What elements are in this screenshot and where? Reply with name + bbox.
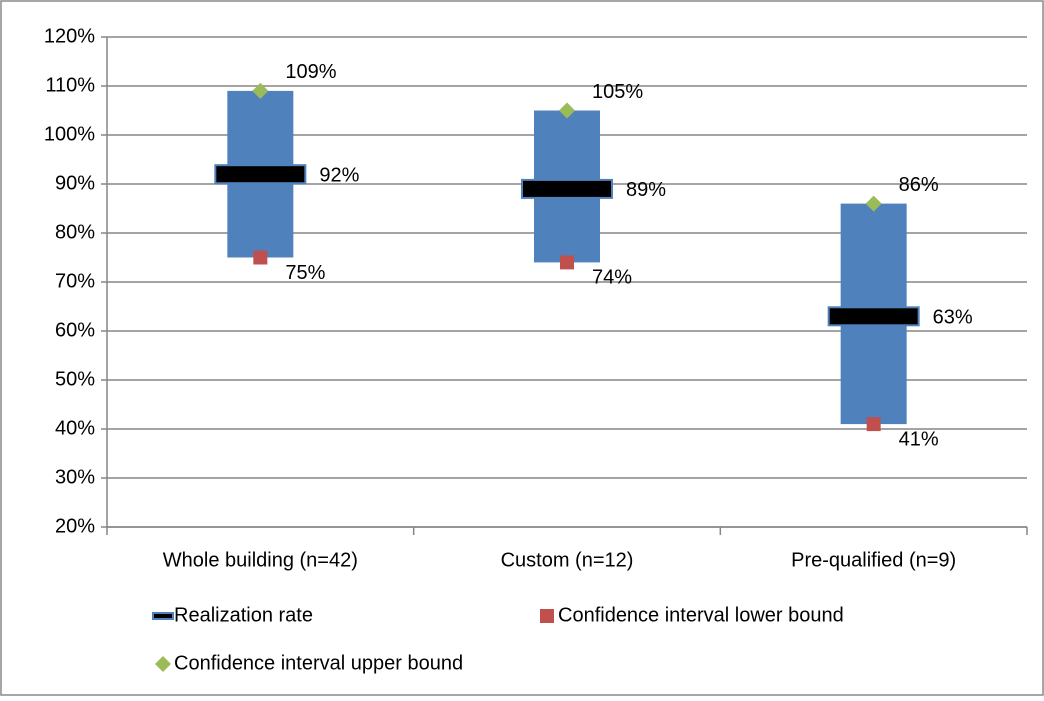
y-tick-label: 70% bbox=[55, 270, 95, 292]
realization-bar bbox=[521, 178, 613, 199]
legend-swatch bbox=[152, 612, 174, 620]
upper-marker bbox=[865, 195, 882, 212]
legend-swatch bbox=[155, 656, 171, 672]
upper-marker bbox=[559, 102, 575, 119]
y-tick-label: 100% bbox=[44, 123, 95, 145]
y-tick-label: 20% bbox=[55, 515, 95, 537]
data-label: 41% bbox=[899, 428, 939, 450]
data-label: 63% bbox=[933, 307, 973, 329]
y-tick-label: 50% bbox=[55, 368, 95, 390]
x-tick-label: Whole building (n=42) bbox=[163, 549, 358, 571]
data-label: 89% bbox=[626, 179, 666, 201]
y-tick-label: 30% bbox=[55, 466, 95, 488]
data-label: 92% bbox=[319, 164, 359, 186]
x-tick-label: Custom (n=12) bbox=[501, 549, 634, 571]
lower-marker bbox=[253, 250, 268, 265]
data-label: 75% bbox=[285, 262, 325, 284]
y-tick-label: 110% bbox=[45, 74, 95, 96]
y-tick-label: 80% bbox=[55, 221, 95, 243]
lower-marker bbox=[866, 417, 881, 432]
legend-swatch bbox=[540, 609, 554, 623]
legend-label: Realization rate bbox=[174, 604, 313, 626]
realization-bar bbox=[827, 306, 920, 327]
data-label: 86% bbox=[899, 174, 939, 196]
upper-marker bbox=[252, 82, 269, 99]
lower-marker bbox=[560, 255, 574, 270]
x-tick-label: Pre-qualified (n=9) bbox=[791, 549, 956, 571]
y-tick-label: 60% bbox=[55, 319, 95, 341]
legend-label: Confidence interval upper bound bbox=[174, 652, 463, 674]
realization-bar bbox=[214, 164, 307, 185]
data-label: 74% bbox=[592, 267, 632, 289]
legend-label: Confidence interval lower bound bbox=[558, 604, 844, 626]
data-label: 105% bbox=[592, 81, 643, 103]
y-tick-label: 90% bbox=[55, 172, 95, 194]
y-tick-label: 40% bbox=[55, 417, 95, 439]
data-label: 109% bbox=[285, 61, 336, 83]
y-tick-label: 120% bbox=[44, 25, 95, 47]
